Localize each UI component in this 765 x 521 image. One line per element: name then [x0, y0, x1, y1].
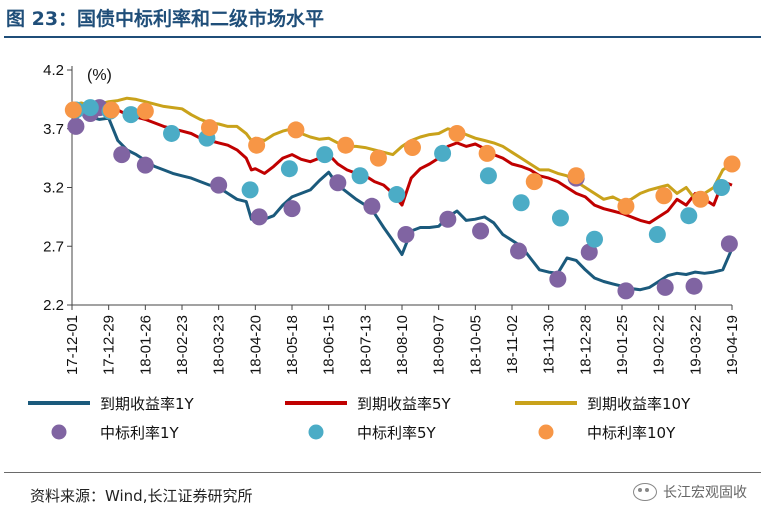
series-point-3 [210, 176, 228, 194]
series-point-5 [337, 136, 355, 154]
series-point-3 [549, 270, 567, 288]
y-tick-label: 3.7 [43, 121, 64, 138]
legend-label-1: 到期收益率5Y [357, 395, 452, 413]
series-point-3 [250, 208, 268, 226]
series-point-4 [713, 179, 731, 196]
footer-rule [4, 472, 761, 473]
series-point-3 [617, 282, 635, 300]
legend-label-0: 到期收益率1Y [100, 395, 195, 413]
series-point-3 [685, 277, 703, 295]
series-point-5 [723, 155, 741, 173]
series-point-5 [478, 144, 496, 162]
x-tick-label: 18-05-18 [284, 315, 301, 375]
series-point-4 [434, 144, 452, 162]
series-point-4 [81, 99, 99, 117]
series-point-5 [403, 139, 421, 157]
x-tick-label: 19-03-22 [687, 315, 704, 375]
series-point-5 [567, 167, 585, 185]
series-point-5 [287, 121, 305, 139]
x-tick-label: 17-12-29 [101, 315, 118, 375]
series-point-3 [397, 226, 415, 243]
watermark-text: 长江宏观固收 [663, 485, 747, 501]
chart: 2.2 2.7 3.2 3.7 4.2 (%) 17-12-01 17-12-29 18-01-… [28, 62, 741, 442]
series-point-5 [692, 190, 710, 208]
series-point-5 [369, 149, 387, 167]
page-title: 图 23：国债中标利率和二级市场水平 [6, 8, 325, 30]
x-tick-label: 18-04-20 [247, 315, 264, 375]
series-point-5 [136, 102, 154, 120]
series-point-5 [448, 124, 466, 142]
title-rule [4, 36, 761, 38]
series-point-4 [122, 106, 140, 124]
series-point-3 [656, 278, 674, 296]
series-point-4 [648, 226, 666, 243]
x-tick-label: 19-04-19 [724, 315, 741, 375]
legend-label-2: 到期收益率10Y [587, 395, 691, 413]
chart-points [64, 99, 741, 300]
x-tick-label: 18-11-30 [541, 315, 558, 374]
legend-label-4: 中标利率5Y [357, 424, 437, 442]
series-point-4 [512, 194, 530, 212]
y-tick-label: 2.7 [43, 238, 64, 255]
series-point-4 [479, 167, 497, 185]
x-tick-label: 18-08-10 [394, 315, 411, 375]
x-tick-label: 18-12-28 [577, 315, 594, 375]
series-point-4 [551, 209, 569, 227]
series-point-3 [113, 146, 131, 164]
series-line-2 [71, 96, 733, 204]
x-tick-label: 18-01-26 [137, 315, 154, 375]
series-point-4 [388, 186, 406, 204]
x-tick-label: 18-06-15 [321, 315, 338, 375]
x-tick-label: 18-11-02 [504, 315, 521, 374]
series-point-3 [67, 117, 85, 135]
series-point-5 [201, 119, 218, 137]
series-point-4 [586, 230, 603, 248]
x-tick-label: 19-02-22 [651, 315, 668, 375]
series-point-3 [720, 235, 738, 253]
x-tick-label: 18-07-13 [357, 315, 374, 375]
series-point-5 [102, 101, 120, 119]
series-point-5 [248, 136, 266, 154]
series-point-4 [241, 181, 259, 199]
x-tick-label: 18-03-23 [211, 315, 228, 375]
series-point-4 [316, 146, 334, 164]
chart-axes: 2.2 2.7 3.2 3.7 4.2 (%) 17-12-01 17-12-29 18-01-… [43, 62, 741, 375]
y-tick-label: 2.2 [43, 297, 64, 314]
series-point-4 [163, 124, 181, 142]
series-point-3 [439, 210, 457, 228]
legend-label-5: 中标利率10Y [587, 424, 676, 442]
series-point-5 [655, 187, 673, 205]
chart-legend: 到期收益率1Y 到期收益率5Y 到期收益率10Y 中标利率1Y 中标利率5Y 中标利率10… [28, 395, 691, 442]
watermark: 长江宏观固收 [633, 482, 747, 502]
series-point-5 [617, 197, 635, 215]
unit-label: (%) [87, 67, 112, 84]
series-point-3 [580, 243, 598, 261]
series-point-4 [351, 167, 369, 185]
series-point-3 [283, 200, 301, 218]
series-point-3 [363, 197, 381, 215]
x-tick-label: 18-02-23 [174, 315, 191, 375]
series-point-5 [64, 101, 82, 119]
x-tick-label: 19-01-25 [614, 315, 631, 375]
wechat-icon [633, 483, 657, 501]
series-point-3 [510, 242, 528, 260]
x-tick-label: 18-10-05 [467, 315, 484, 375]
series-point-3 [472, 222, 490, 240]
legend-label-3: 中标利率1Y [100, 424, 180, 442]
series-point-3 [136, 156, 154, 174]
source-note: 资料来源：Wind,长江证券研究所 [30, 487, 253, 505]
legend-swatch-4 [308, 424, 324, 440]
series-point-5 [525, 173, 543, 191]
y-tick-label: 4.2 [43, 62, 64, 79]
legend-swatch-3 [51, 424, 67, 440]
x-tick-label: 17-12-01 [64, 315, 81, 375]
legend-swatch-5 [538, 424, 554, 440]
y-tick-label: 3.2 [43, 180, 64, 197]
x-tick-label: 18-09-07 [431, 315, 448, 375]
series-point-3 [329, 174, 347, 192]
series-point-4 [280, 160, 298, 178]
series-point-4 [680, 207, 698, 225]
